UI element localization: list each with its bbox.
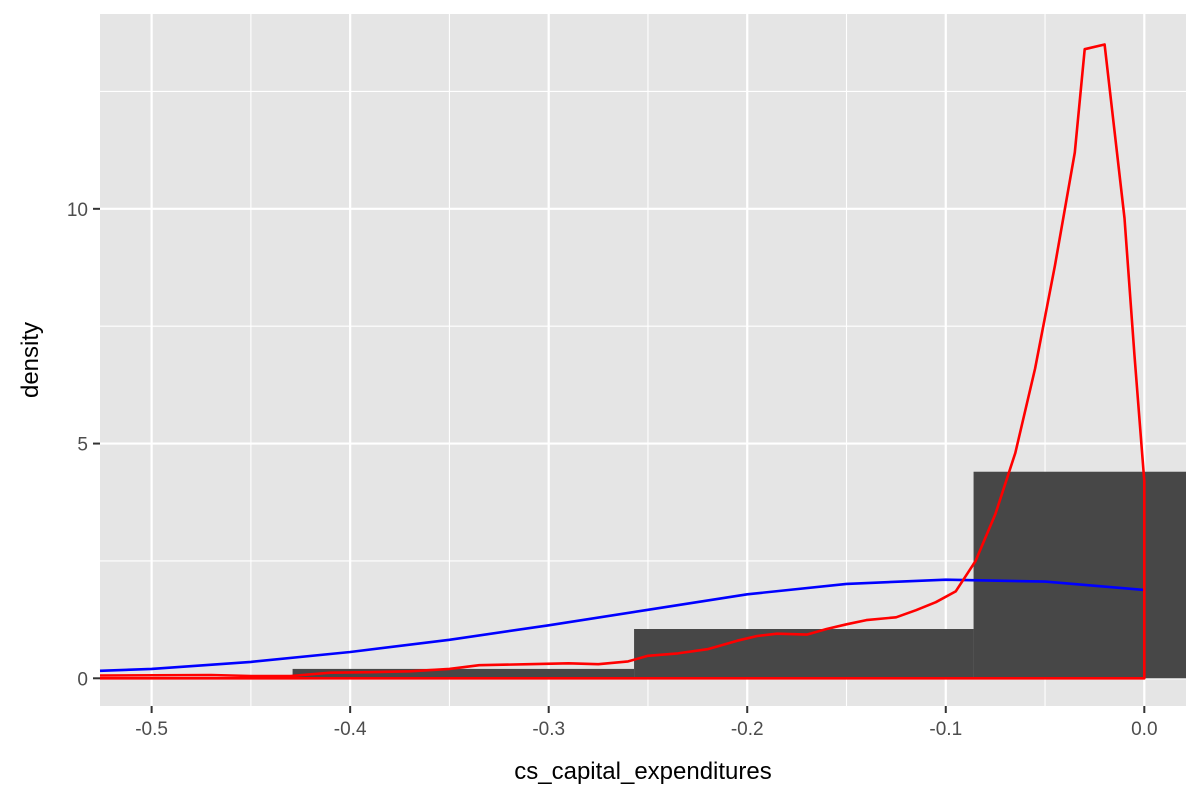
- x-tick-label: -0.3: [532, 719, 565, 740]
- histogram-bar: [634, 629, 974, 679]
- x-axis-ticks: -0.5 -0.4 -0.3 -0.2 -0.1 0.0: [135, 706, 1158, 740]
- histogram-bars: [292, 471, 1186, 679]
- y-tick-label: 5: [77, 435, 88, 456]
- y-axis-title: density: [17, 322, 44, 398]
- density-curves: [99, 43, 1146, 680]
- y-tick-label: 0: [77, 669, 88, 690]
- x-tick-label: -0.2: [731, 719, 764, 740]
- red-density-curve: [99, 43, 1146, 680]
- x-tick-label: -0.4: [334, 719, 367, 740]
- x-tick-label: 0.0: [1131, 719, 1157, 740]
- histogram-bar: [973, 471, 1186, 679]
- x-tick-label: -0.1: [929, 719, 962, 740]
- y-axis-ticks: 0 5 10: [67, 200, 100, 690]
- histogram-bar: [292, 668, 635, 679]
- y-tick-label: 10: [67, 200, 88, 221]
- x-axis-title: cs_capital_expenditures: [514, 758, 772, 785]
- x-tick-label: -0.5: [135, 719, 168, 740]
